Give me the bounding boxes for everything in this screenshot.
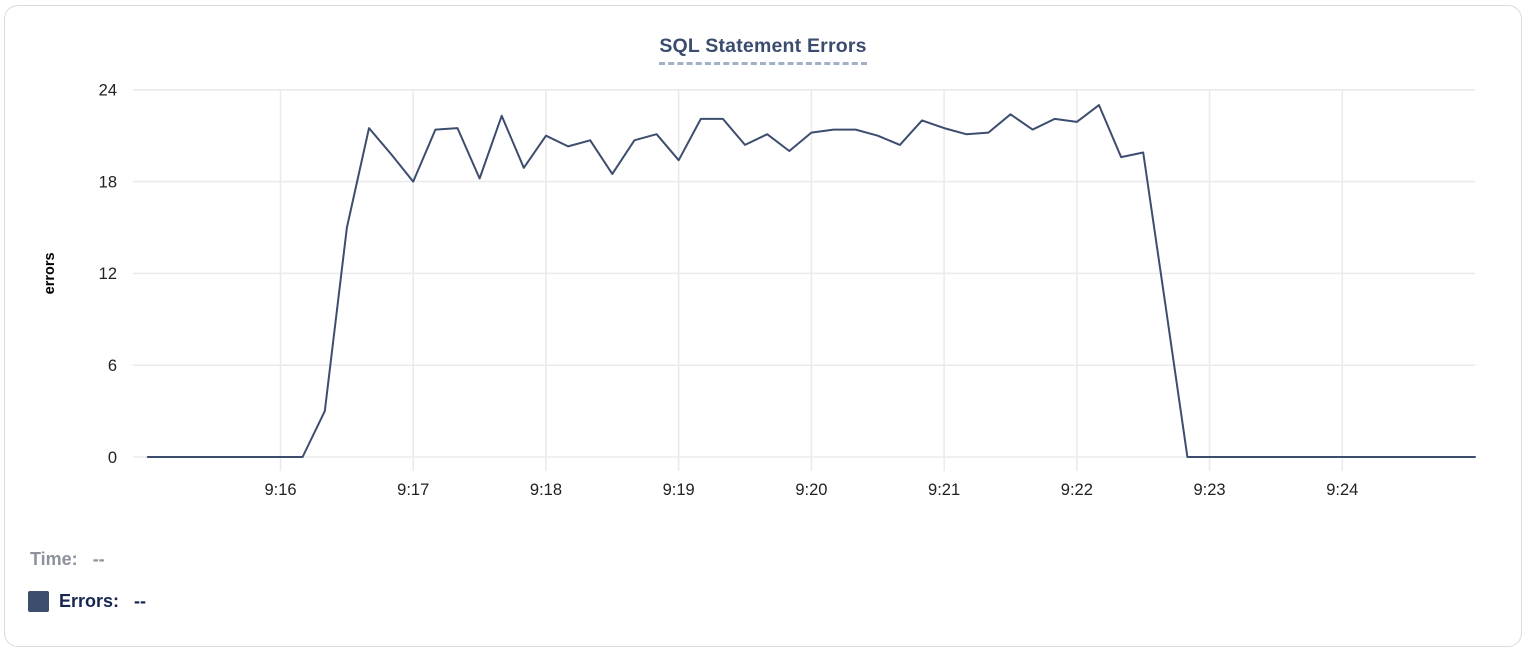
x-tick-label: 9:17: [397, 481, 429, 499]
x-tick-label: 9:18: [530, 481, 562, 499]
errors-label: Errors:: [59, 591, 120, 611]
errors-line-chart[interactable]: 9:16 9:17 9:18 9:19 9:20 9:21 9:22 9:23 9:24 0 6 12…: [5, 6, 1528, 526]
x-tick-label: 9:21: [928, 481, 960, 499]
y-tick-label: 0: [108, 449, 117, 467]
chart-title[interactable]: SQL Statement Errors: [659, 35, 867, 65]
x-tick-label: 9:22: [1061, 481, 1093, 499]
chart-header: SQL Statement Errors: [5, 35, 1521, 65]
time-label: Time:: [30, 549, 78, 569]
y-tick-label: 24: [99, 82, 117, 100]
errors-value: --: [134, 591, 147, 611]
chart-card: SQL Statement Errors 9:16 9:17 9:18 9:19 9:2…: [4, 5, 1522, 647]
x-tick-label: 9:20: [795, 481, 827, 499]
x-tick-label: 9:23: [1193, 481, 1225, 499]
time-value: --: [92, 549, 105, 569]
errors-legend-swatch: [28, 591, 49, 612]
x-tick-label: 9:24: [1326, 481, 1358, 499]
errors-series-line: [146, 104, 1476, 458]
y-tick-label: 6: [108, 357, 117, 375]
x-tick-label: 9:19: [663, 481, 695, 499]
legend-errors-row: Errors: --: [28, 591, 146, 612]
y-axis-title: errors: [42, 252, 58, 294]
y-tick-label: 12: [99, 265, 117, 283]
tooltip-time-row: Time: --: [30, 549, 105, 570]
y-tick-label: 18: [99, 173, 117, 191]
x-tick-label: 9:16: [264, 481, 296, 499]
